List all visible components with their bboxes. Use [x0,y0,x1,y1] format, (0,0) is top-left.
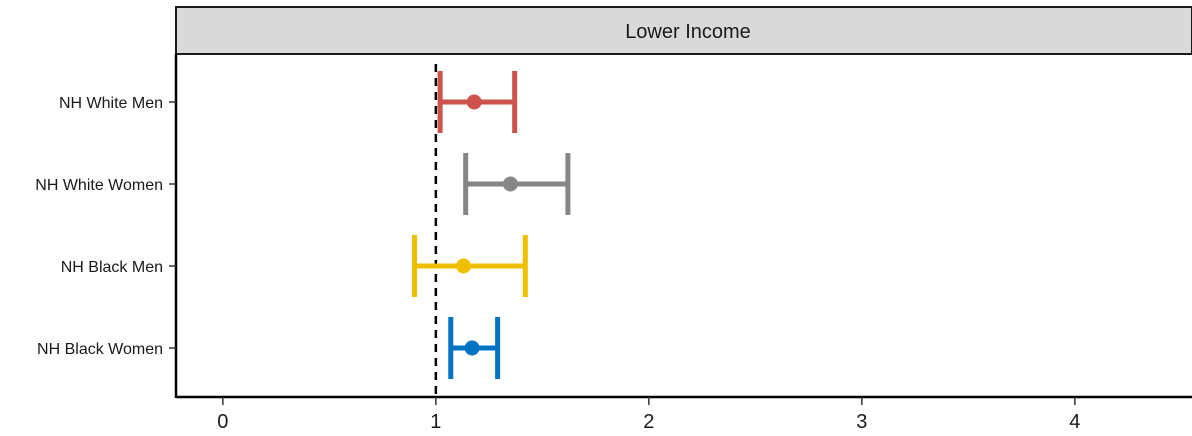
panel-title: Lower Income [625,21,751,43]
panel-strip-background [175,6,1192,55]
estimate-row [463,153,571,215]
x-tick-label: 0 [217,411,228,433]
point-estimate [456,258,472,274]
point-estimate [466,94,482,110]
x-tick-label: 2 [643,411,654,433]
y-category-label: NH White Men [59,95,163,112]
y-category-label: NH Black Men [61,259,163,276]
axes [174,54,1192,399]
x-tick-label: 3 [856,411,867,433]
panel-strip: Lower Income [175,6,1192,55]
y-category-label: NH Black Women [37,341,163,358]
estimate-row [437,71,518,133]
x-ticks: 0 1 2 3 4 [217,397,1080,433]
point-estimate [502,176,518,192]
point-estimate [464,340,480,356]
estimate-row [448,317,501,379]
x-tick-label: 4 [1069,411,1080,433]
y-category-label: NH White Women [35,177,163,194]
x-tick-label: 1 [430,411,441,433]
estimate-marks [412,71,571,379]
y-categories: NH White Men NH White Women NH Black Men NH… [35,95,176,358]
estimate-row [412,235,528,297]
